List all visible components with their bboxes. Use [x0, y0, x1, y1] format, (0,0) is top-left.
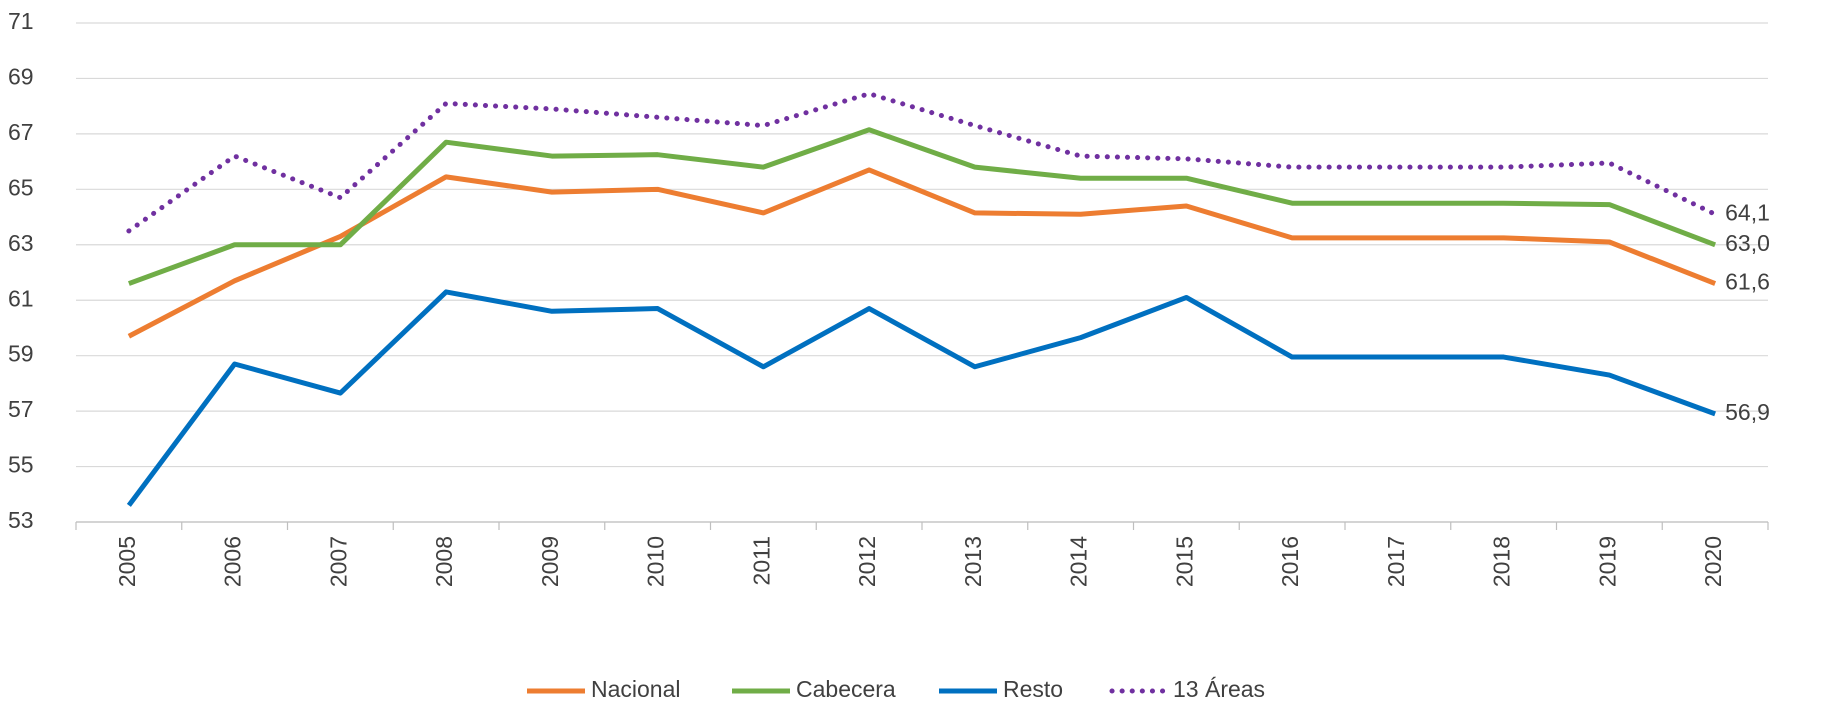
y-tick-label: 71 — [8, 8, 34, 34]
legend-label: Resto — [1003, 676, 1063, 702]
y-tick-label: 65 — [8, 174, 34, 200]
x-tick-label: 2017 — [1383, 536, 1409, 587]
x-tick-label: 2014 — [1066, 536, 1092, 587]
y-tick-label: 57 — [8, 396, 34, 422]
x-tick-label: 2008 — [431, 536, 457, 587]
y-tick-label: 59 — [8, 341, 34, 367]
x-tick-label: 2020 — [1700, 536, 1726, 587]
y-tick-label: 67 — [8, 119, 34, 145]
x-tick-label: 2009 — [537, 536, 563, 587]
x-tick-label: 2018 — [1489, 536, 1515, 587]
series-line — [126, 289, 1716, 507]
legend-label: Nacional — [591, 676, 681, 702]
x-tick-label: 2019 — [1594, 536, 1620, 587]
data-label: 63,0 — [1725, 230, 1770, 256]
data-label: 61,6 — [1725, 269, 1770, 295]
x-tick-label: 2007 — [325, 536, 351, 587]
x-tick-label: 2012 — [854, 536, 880, 587]
x-tick-label: 2011 — [748, 536, 774, 585]
x-tick-label: 2016 — [1277, 536, 1303, 587]
series-line — [126, 91, 1718, 234]
x-tick-label: 2010 — [643, 536, 669, 587]
x-tick-label: 2013 — [960, 536, 986, 587]
y-tick-label: 55 — [8, 452, 34, 478]
y-tick-label: 69 — [8, 64, 34, 90]
series-line — [127, 167, 1717, 339]
legend-label: 13 Áreas — [1173, 676, 1265, 702]
data-label: 64,1 — [1725, 199, 1770, 225]
x-tick-label: 2006 — [220, 536, 246, 587]
data-label: 56,9 — [1725, 399, 1770, 425]
series-line — [128, 127, 1717, 286]
y-tick-label: 53 — [8, 507, 34, 533]
y-tick-label: 63 — [8, 230, 34, 256]
x-tick-label: 2015 — [1171, 536, 1197, 587]
x-tick-label: 2005 — [114, 536, 140, 587]
legend-label: Cabecera — [796, 676, 896, 702]
y-tick-label: 61 — [8, 285, 34, 311]
